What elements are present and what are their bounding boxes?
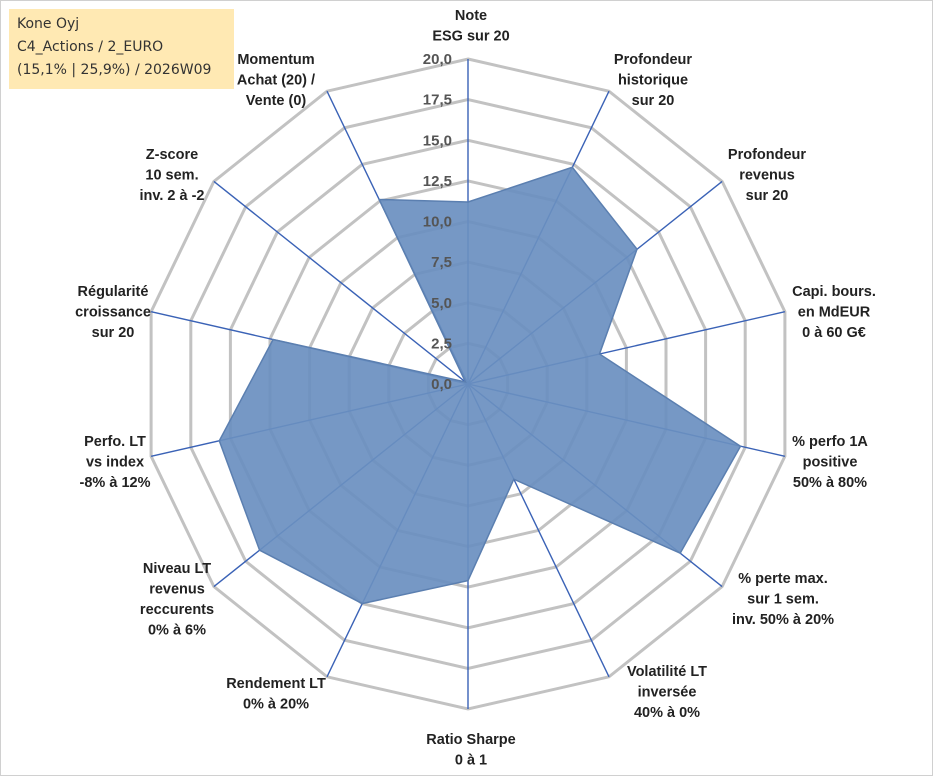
axis-labels: Note ESG sur 20 Profondeur historique sur 20… [75,8,876,769]
axis-label: Rendement LT 0% à 20% [226,676,326,713]
performance-week-text: (15,1% | 25,9%) / 2026W09 [17,62,212,78]
data-area-layer [217,165,743,606]
axis-spoke [213,180,469,385]
axis-label: % perte max. sur 1 sem. inv. 50% à 20% [732,571,834,628]
axis-label: Niveau LT revenus reccurents 0% à 6% [140,561,214,639]
data-point [271,338,275,342]
data-point [598,352,602,356]
company-name: Kone Oyj [17,16,80,32]
data-point [678,551,682,555]
category-text: C4_Actions / 2_EURO [17,39,164,55]
axis-label: Perfo. LT vs index -8% à 12% [80,434,151,491]
data-area [218,166,742,605]
axis-label: Profondeur revenus sur 20 [728,147,806,204]
tick-label: 10,0 [423,214,452,231]
data-point [635,247,639,251]
tick-label: 17,5 [423,92,452,109]
data-point [217,439,221,443]
axis-label: Volatilité LT inversée 40% à 0% [627,664,707,721]
tick-label: 5,0 [431,295,452,312]
tick-label: 0,0 [431,376,452,393]
axis-label: Capi. bours. en MdEUR 0 à 60 G€ [792,284,876,341]
axis-label: Régularité croissance sur 20 [75,284,151,341]
tick-label: 7,5 [431,254,452,271]
tick-label: 12,5 [423,173,452,190]
tick-label: 20,0 [423,51,452,68]
axis-label: Profondeur historique sur 20 [614,52,692,109]
data-point [258,548,262,552]
data-point [739,444,743,448]
axis-label: Z-score 10 sem. inv. 2 à -2 [139,147,204,204]
data-point [570,165,574,169]
data-point [377,198,381,202]
tick-label: 15,0 [423,132,452,149]
info-box: Kone Oyj C4_Actions / 2_EURO (15,1% | 25… [9,9,234,89]
axis-label: Note ESG sur 20 [432,8,509,45]
axis-label: Ratio Sharpe 0 à 1 [426,732,515,769]
data-point [512,477,516,481]
data-point [464,380,468,384]
data-point [360,602,364,606]
tick-label: 2,5 [431,335,452,352]
data-point [466,579,470,583]
radial-tick-labels: 0,0 2,5 5,0 7,5 10,0 12,5 15,0 17,5 20,0 [423,51,452,393]
data-point [466,200,470,204]
axis-label: % perfo 1A positive 50% à 80% [792,434,868,491]
axis-label: Momentum Achat (20) / Vente (0) [237,52,315,109]
